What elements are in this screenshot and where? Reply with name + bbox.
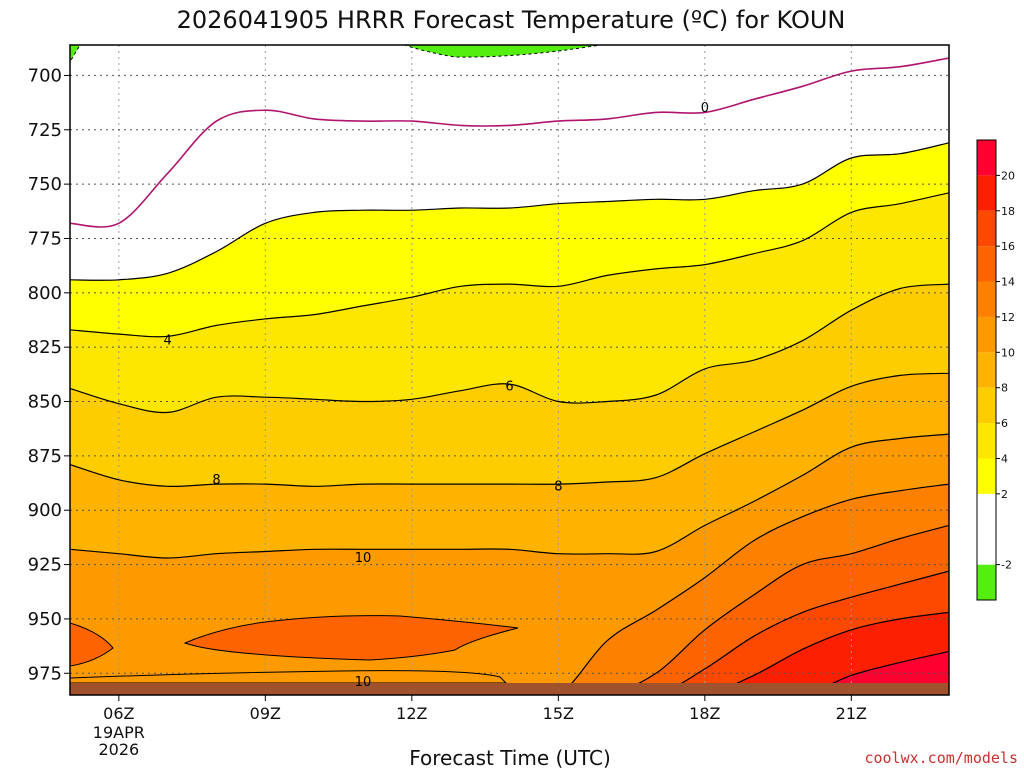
colorbar-tick-label: 18 <box>1001 205 1015 218</box>
colorbar-swatch <box>977 352 996 388</box>
contour-label: 6 <box>505 379 513 394</box>
colorbar-frame <box>976 139 997 601</box>
y-tick-label: 725 <box>28 120 62 141</box>
y-tick-label: 800 <box>28 283 62 304</box>
x-tick-label: 21Z <box>836 704 867 723</box>
contour-label: 8 <box>554 479 562 494</box>
isotherm-0c <box>70 57 949 228</box>
colorbar-swatch <box>977 423 996 459</box>
x-axis-label: Forecast Time (UTC) <box>409 746 611 768</box>
surface-cool-pocket <box>70 670 508 684</box>
isotherm-18c <box>70 611 949 695</box>
colorbar: 20 18 16 14 12 10 8 6 4 2 -2 <box>976 139 1015 601</box>
contour-label: 0 <box>701 101 709 116</box>
contour-label: 8 <box>212 473 220 488</box>
colorbar-tick-label: 8 <box>1001 382 1008 395</box>
contour-label: 10 <box>355 675 372 690</box>
x-tick-label: 18Z <box>689 704 720 723</box>
x-tick-date-label: 19APR <box>93 723 145 742</box>
colorbar-tick-label: 4 <box>1001 452 1008 465</box>
y-tick-label: 950 <box>28 609 62 630</box>
colorbar-swatch <box>977 175 996 211</box>
y-tick-label: 875 <box>28 446 62 467</box>
contour-label: 10 <box>355 551 372 566</box>
colorbar-tick-label: 2 <box>1001 488 1008 501</box>
x-tick-date-label: 2026 <box>98 740 139 759</box>
colorbar-tick-label: 12 <box>1001 311 1015 324</box>
colorbar-tick-label: 20 <box>1001 169 1015 182</box>
y-tick-label: 775 <box>28 228 62 249</box>
colorbar-swatch <box>977 387 996 424</box>
site-credit[interactable]: coolwx.com/models <box>864 749 1018 767</box>
y-tick-label: 825 <box>28 337 62 358</box>
y-axis: 700 725 750 775 800 825 850 875 900 925 950 975 <box>28 65 70 684</box>
plot-area: 0 4 6 8 8 10 10 <box>70 45 949 695</box>
y-tick-label: 900 <box>28 500 62 521</box>
colorbar-swatch <box>977 458 996 494</box>
isotherm-6c <box>70 283 949 414</box>
colorbar-swatch <box>977 210 996 247</box>
contour-label: 4 <box>164 334 172 349</box>
isotherm-8c <box>70 372 949 488</box>
colorbar-swatch <box>977 564 996 600</box>
colorbar-swatch <box>977 246 996 282</box>
band-above-16c <box>70 571 949 695</box>
y-tick-label: 750 <box>28 174 62 195</box>
x-tick-label: 15Z <box>543 704 574 723</box>
isotherm-lines <box>70 57 949 695</box>
colorbar-swatch <box>977 316 996 353</box>
colorbar-swatch <box>977 493 996 565</box>
isotherm-12c <box>70 483 949 695</box>
colorbar-tick-label: 14 <box>1001 276 1015 289</box>
y-tick-label: 975 <box>28 663 62 684</box>
x-tick-label: 06Z <box>103 704 134 723</box>
isotherm-14c <box>70 524 949 695</box>
isotherm-10c <box>70 433 949 559</box>
isotherm-2c <box>70 142 949 281</box>
contour-labels: 0 4 6 8 8 10 10 <box>164 101 709 690</box>
chart-title: 2026041905 HRRR Forecast Temperature (ºC… <box>177 6 846 34</box>
colorbar-tick-label: -2 <box>1001 559 1012 572</box>
isotherm-16c <box>70 570 949 695</box>
x-tick-label: 09Z <box>250 704 281 723</box>
colorbar-tick-label: 6 <box>1001 417 1008 430</box>
warm-pocket-12c <box>70 615 519 667</box>
colorbar-tick-label: 10 <box>1001 346 1015 359</box>
ground-surface <box>70 683 949 695</box>
y-tick-label: 925 <box>28 555 62 576</box>
colorbar-swatch <box>977 281 996 317</box>
plot-frame <box>69 44 950 696</box>
isotherm-4c <box>70 192 949 338</box>
colorbar-tick-label: 16 <box>1001 240 1015 253</box>
below-freezing-region <box>70 45 601 64</box>
y-tick-label: 700 <box>28 65 62 86</box>
y-tick-label: 850 <box>28 392 62 413</box>
x-tick-label: 12Z <box>396 704 427 723</box>
colorbar-swatch <box>977 140 996 176</box>
